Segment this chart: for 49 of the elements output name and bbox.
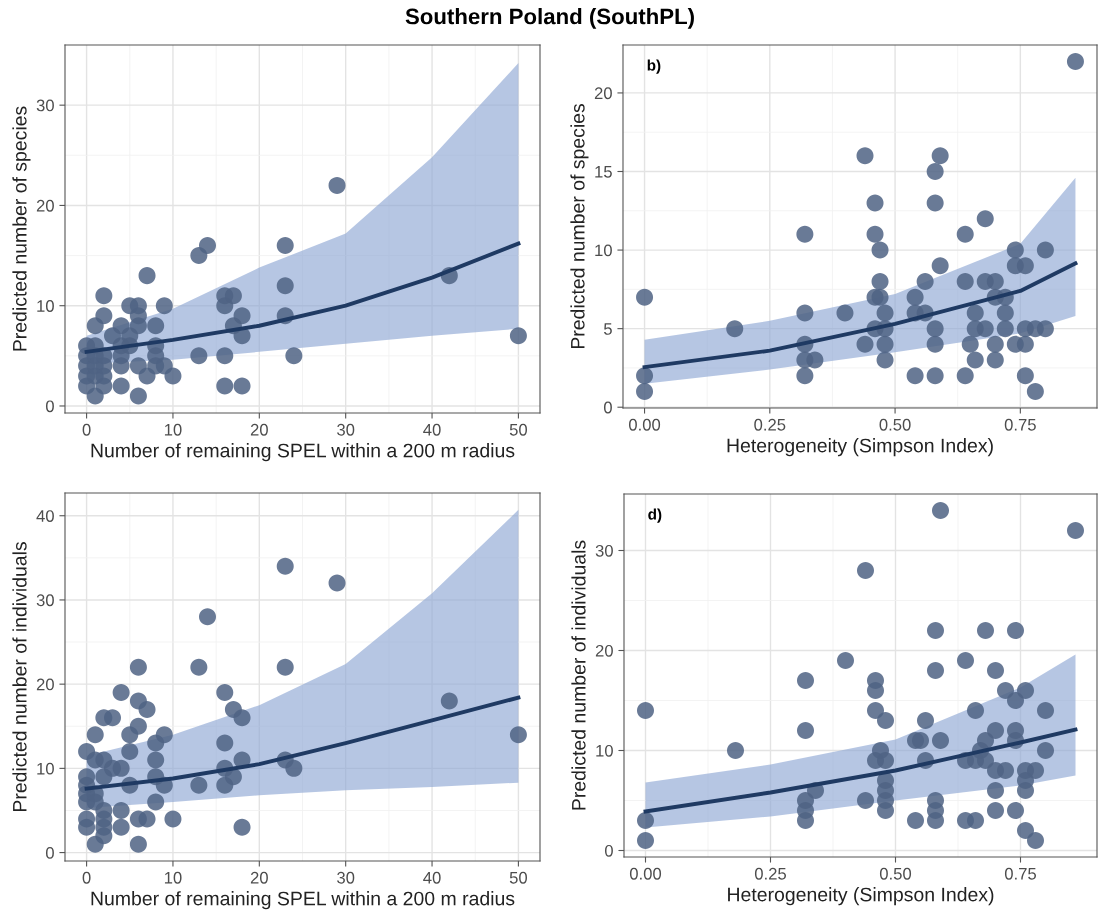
y-tick-label: 20 [595,644,613,657]
y-tick-label: 20 [36,199,54,212]
x-axis-title: Heterogeneity (Simpson Index) [727,438,993,457]
x-axis-title: Number of remaining SPEL within a 200 m radius [91,443,515,462]
y-tick-label: 30 [36,99,54,112]
annotation: d) [648,508,662,523]
y-axis-title: Predicted number of individuals [571,540,586,810]
x-tick-label: 20 [250,871,268,884]
x-tick-label: 40 [423,871,441,884]
x-tick-label: 0.50 [879,867,912,880]
x-tick-label: 30 [337,423,355,436]
x-tick-label: 10 [164,423,182,436]
x-tick-label: 40 [423,423,441,436]
x-tick-label: 30 [337,871,355,884]
chart-title: Southern Poland (SouthPL) [405,8,694,29]
y-tick-label: 15 [595,166,612,178]
x-tick-label: 0.75 [1004,867,1037,880]
x-tick-label: 20 [250,423,268,436]
x-tick-label: 0.00 [628,418,661,431]
y-tick-label: 30 [595,544,613,557]
y-tick-label: 0 [45,846,54,859]
y-tick-label: 30 [36,594,54,607]
x-tick-label: 0.75 [1004,418,1036,431]
x-axis-title: Number of remaining SPEL within a 200 m radius [91,891,515,910]
x-tick-label: 50 [509,871,528,884]
x-tick-label: 50 [509,423,528,436]
y-axis-title: Predicted number of individuals [12,542,27,812]
y-tick-label: 5 [603,323,612,335]
y-tick-label: 40 [36,510,54,522]
y-tick-label: 10 [595,244,612,257]
y-axis-title: Predicted number of species [12,106,31,351]
x-tick-label: 0.00 [629,867,662,880]
y-tick-label: 0 [603,401,612,414]
y-tick-label: 10 [37,762,54,775]
y-tick-label: 20 [594,87,612,100]
x-tick-label: 0 [82,423,91,436]
x-tick-label: 0.25 [754,867,787,880]
x-axis-title: Heterogeneity (Simpson Index) [728,887,994,906]
y-tick-label: 10 [596,744,613,757]
x-tick-label: 0 [82,871,91,884]
y-tick-label: 10 [37,300,54,312]
y-axis-title: Predicted number of species [570,103,589,349]
x-tick-label: 10 [164,871,182,884]
y-tick-label: 20 [36,678,54,691]
y-tick-label: 0 [604,844,613,857]
x-tick-label: 0.25 [754,418,786,431]
annotation: b) [647,59,661,74]
y-tick-label: 0 [45,400,54,413]
x-tick-label: 0.50 [879,418,911,431]
